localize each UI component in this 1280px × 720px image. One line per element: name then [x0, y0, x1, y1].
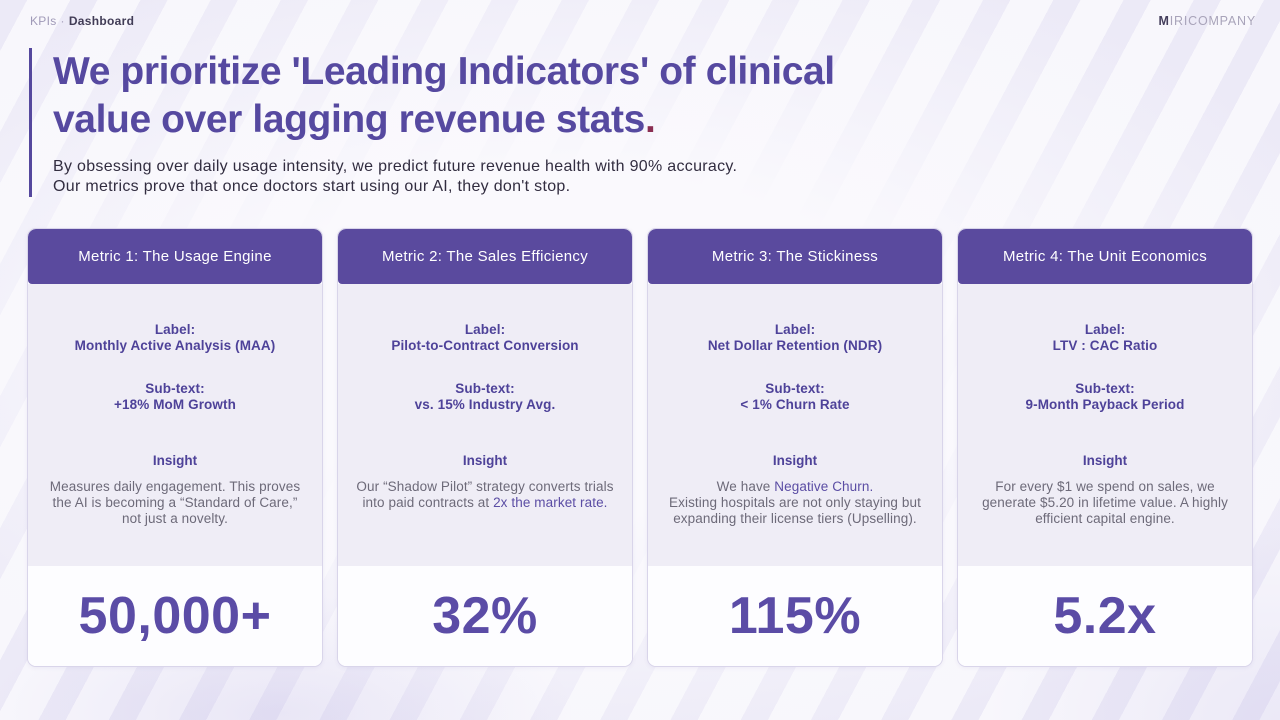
metric-subtext-value: 9-Month Payback Period [1025, 397, 1185, 412]
metric-subtext-value: +18% MoM Growth [114, 397, 236, 412]
metric-subtext-field: Sub-text: vs. 15% Industry Avg. [355, 381, 615, 413]
company-logo-text: IRICOMPANY [1169, 14, 1256, 28]
metric-subtext-field: Sub-text: 9-Month Payback Period [975, 381, 1235, 413]
metric-card-unit-economics: Metric 4: The Unit Economics Label: LTV … [957, 228, 1253, 667]
hero-section: We prioritize 'Leading Indicators' of cl… [29, 48, 835, 197]
breadcrumb: KPIs · Dashboard [30, 14, 134, 28]
metric-card-body: Label: Pilot-to-Contract Conversion Sub-… [338, 284, 632, 566]
metric-label-title: Label: [1084, 322, 1126, 337]
metric-card-body: Label: Monthly Active Analysis (MAA) Sub… [28, 284, 322, 566]
metric-subtext-title: Sub-text: [1075, 381, 1135, 396]
metric-card-body: Label: LTV : CAC Ratio Sub-text: 9-Month… [958, 284, 1252, 566]
metric-insight: Insight Measures daily engagement. This … [45, 453, 305, 527]
metric-card-header: Metric 4: The Unit Economics [958, 229, 1252, 284]
insight-text-highlight: 2x the market rate. [493, 495, 608, 510]
metric-insight-title: Insight [462, 453, 508, 468]
page-title-line1: We prioritize 'Leading Indicators' of cl… [53, 50, 835, 93]
metric-card-footer: 32% [338, 566, 632, 666]
insight-text-post: Existing hospitals are not only staying … [669, 495, 921, 526]
page-subtitle-line1: By obsessing over daily usage intensity,… [53, 158, 738, 175]
metric-insight: Insight For every $1 we spend on sales, … [975, 453, 1235, 527]
metric-label-value: LTV : CAC Ratio [1052, 338, 1158, 353]
metric-label-field: Label: Monthly Active Analysis (MAA) [45, 322, 305, 354]
metric-label-value: Net Dollar Retention (NDR) [707, 338, 883, 353]
metric-card-body: Label: Net Dollar Retention (NDR) Sub-te… [648, 284, 942, 566]
insight-text-pre: Our “Shadow Pilot” strategy converts tri… [356, 479, 614, 510]
metric-label-title: Label: [774, 322, 816, 337]
metric-insight-text: Our “Shadow Pilot” strategy converts tri… [355, 479, 615, 511]
metric-label-value: Monthly Active Analysis (MAA) [74, 338, 276, 353]
metric-subtext-title: Sub-text: [145, 381, 205, 396]
metric-big-value: 32% [432, 587, 538, 645]
metric-subtext-value: vs. 15% Industry Avg. [414, 397, 556, 412]
breadcrumb-section[interactable]: KPIs [30, 14, 57, 28]
metric-insight-text: Measures daily engagement. This proves t… [45, 479, 305, 527]
top-bar: KPIs · Dashboard MIRICOMPANY [30, 14, 1256, 28]
metric-insight-title: Insight [1082, 453, 1128, 468]
insight-text-highlight: Negative Churn. [774, 479, 874, 494]
company-logo: MIRICOMPANY [1159, 14, 1256, 28]
company-logo-initial: M [1158, 14, 1170, 28]
metric-big-value: 5.2x [1053, 587, 1157, 645]
metric-label-field: Label: Net Dollar Retention (NDR) [665, 322, 925, 354]
metric-label-field: Label: Pilot-to-Contract Conversion [355, 322, 615, 354]
metric-insight-title: Insight [152, 453, 198, 468]
metric-insight: Insight We have Negative Churn. Existing … [665, 453, 925, 527]
metric-card-footer: 5.2x [958, 566, 1252, 666]
metric-subtext-field: Sub-text: < 1% Churn Rate [665, 381, 925, 413]
breadcrumb-separator: · [60, 14, 65, 28]
metric-card-stickiness: Metric 3: The Stickiness Label: Net Doll… [647, 228, 943, 667]
metric-card-header: Metric 1: The Usage Engine [28, 229, 322, 284]
metric-card-sales-efficiency: Metric 2: The Sales Efficiency Label: Pi… [337, 228, 633, 667]
metric-insight: Insight Our “Shadow Pilot” strategy conv… [355, 453, 615, 511]
insight-text-pre: For every $1 we spend on sales, we gener… [982, 479, 1228, 526]
page-title: We prioritize 'Leading Indicators' of cl… [53, 48, 835, 144]
metric-subtext-title: Sub-text: [765, 381, 825, 396]
metric-subtext-field: Sub-text: +18% MoM Growth [45, 381, 305, 413]
metric-card-header: Metric 2: The Sales Efficiency [338, 229, 632, 284]
metric-subtext-value: < 1% Churn Rate [740, 397, 850, 412]
page-title-accent-period: . [644, 98, 656, 141]
page-title-line2: value over lagging revenue stats [53, 98, 645, 141]
page-subtitle-line2: Our metrics prove that once doctors star… [53, 178, 571, 195]
metric-insight-text: For every $1 we spend on sales, we gener… [975, 479, 1235, 527]
insight-text-pre: Measures daily engagement. This proves t… [49, 479, 301, 526]
metric-label-value: Pilot-to-Contract Conversion [391, 338, 579, 353]
metric-insight-text: We have Negative Churn. Existing hospital… [665, 479, 925, 527]
insight-text-pre: We have [716, 479, 775, 494]
metric-label-field: Label: LTV : CAC Ratio [975, 322, 1235, 354]
metric-label-title: Label: [154, 322, 196, 337]
metric-big-value: 50,000+ [78, 587, 272, 645]
metric-big-value: 115% [728, 587, 862, 645]
page-subtitle: By obsessing over daily usage intensity,… [53, 157, 835, 197]
metric-insight-title: Insight [772, 453, 818, 468]
metric-card-usage-engine: Metric 1: The Usage Engine Label: Monthl… [27, 228, 323, 667]
metric-card-header: Metric 3: The Stickiness [648, 229, 942, 284]
metric-card-footer: 115% [648, 566, 942, 666]
breadcrumb-current[interactable]: Dashboard [68, 14, 135, 28]
metric-card-footer: 50,000+ [28, 566, 322, 666]
metric-subtext-title: Sub-text: [455, 381, 515, 396]
metric-cards-row: Metric 1: The Usage Engine Label: Monthl… [27, 228, 1253, 667]
metric-label-title: Label: [464, 322, 506, 337]
